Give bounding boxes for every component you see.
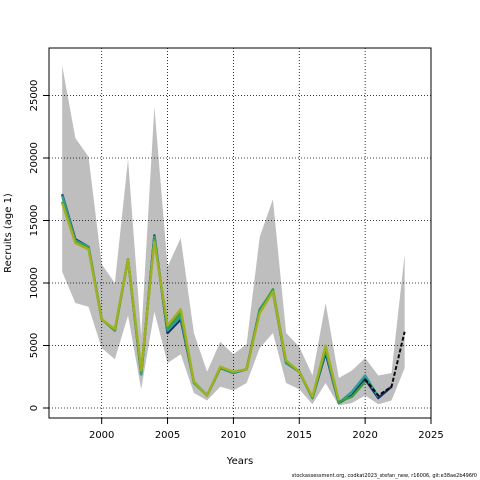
x-tick-label: 2025 xyxy=(418,430,443,441)
y-axis-title: Recruits (age 1) xyxy=(3,193,14,273)
grid-layer xyxy=(49,48,432,418)
x-tick-label: 2005 xyxy=(155,430,180,441)
y-tick-label: 15000 xyxy=(29,205,40,237)
confidence-band xyxy=(62,65,405,406)
y-tick-label: 20000 xyxy=(29,142,40,174)
x-tick-label: 2015 xyxy=(287,430,312,441)
x-tick-label: 2000 xyxy=(89,430,114,441)
x-axis-title: Years xyxy=(226,456,253,467)
y-tick-label: 25000 xyxy=(29,80,40,112)
y-tick-label: 5000 xyxy=(29,333,40,358)
x-axis-ticks: 2000 2005 2010 2015 2020 2025 xyxy=(89,418,444,441)
y-tick-label: 0 xyxy=(29,405,40,411)
x-tick-label: 2010 xyxy=(221,430,246,441)
plot-frame xyxy=(48,47,432,419)
series-layer xyxy=(61,193,406,405)
confidence-band-layer xyxy=(62,65,405,406)
x-tick-label: 2020 xyxy=(352,430,377,441)
y-axis-ticks: 0 5000 10000 15000 20000 25000 xyxy=(29,80,49,411)
series-line-4 xyxy=(61,202,340,401)
footer-credit: stockassessment.org, codkat2023_stefan_n… xyxy=(292,473,477,479)
y-tick-label: 10000 xyxy=(29,267,40,299)
